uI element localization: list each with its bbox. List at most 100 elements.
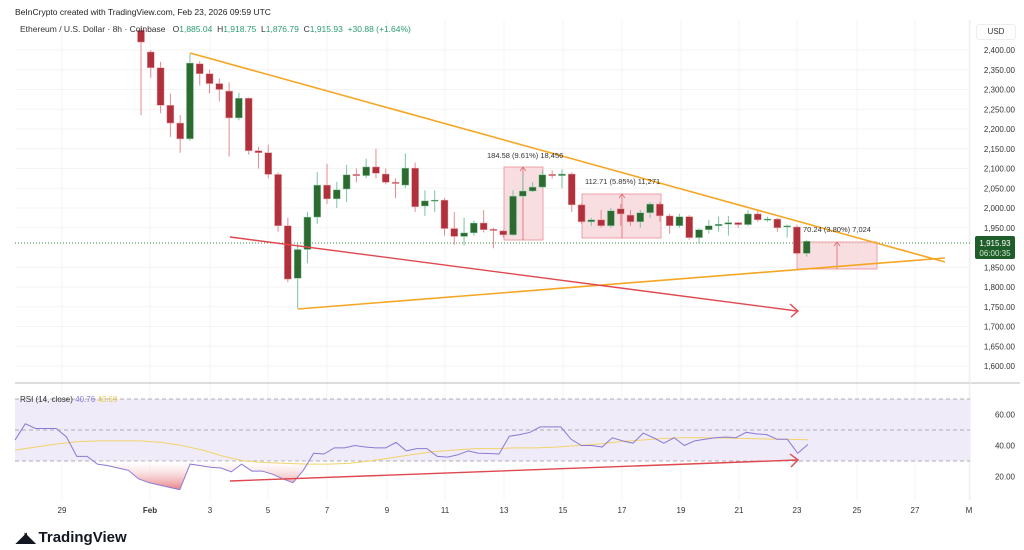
candle-down bbox=[450, 228, 459, 237]
candle-up bbox=[293, 249, 302, 279]
candle-up bbox=[509, 195, 517, 236]
candle-up bbox=[235, 97, 243, 119]
candle-down bbox=[734, 222, 742, 225]
candle-down bbox=[352, 174, 361, 176]
time-tick-label: 21 bbox=[735, 506, 744, 515]
candle-down bbox=[264, 152, 273, 175]
time-axis[interactable]: 29 Feb 3 5 7 9 11 13 15 17 19 21 23 25 27 M bbox=[58, 506, 973, 515]
brand-name: TradingView bbox=[38, 529, 127, 546]
price-divergence-arrow[interactable] bbox=[229, 236, 798, 312]
price-tick-label: 2,200.00 bbox=[984, 125, 1016, 134]
candle-down bbox=[685, 216, 693, 238]
price-axis[interactable]: 2,400.00 2,350.00 2,300.00 2,250.00 2,200.00… bbox=[984, 46, 1016, 371]
symbol-title[interactable]: Ethereum / U.S. Dollar · 8h · Coinbase bbox=[20, 24, 166, 34]
candle-up bbox=[783, 225, 791, 228]
measure-label-3: 70.24 (3.80%) 7,024 bbox=[803, 225, 871, 234]
price-tick-label: 1,750.00 bbox=[984, 303, 1016, 312]
candle-up bbox=[401, 167, 410, 186]
rsi-title[interactable]: RSI (14, close) bbox=[20, 395, 73, 404]
candle-down bbox=[665, 215, 674, 227]
price-tick-label: 1,950.00 bbox=[984, 224, 1016, 233]
candle-up bbox=[607, 210, 615, 227]
candle-up bbox=[636, 212, 645, 223]
tradingview-logo[interactable]: ◢◣ TradingView bbox=[16, 529, 127, 546]
candle-up bbox=[430, 199, 439, 202]
currency-button[interactable]: USD bbox=[976, 24, 1016, 40]
triangle-upper-trendline[interactable] bbox=[189, 52, 946, 263]
price-tick-label: 1,850.00 bbox=[984, 263, 1016, 272]
current-price-tag bbox=[975, 236, 1015, 259]
rsi-divergence-arrow[interactable] bbox=[229, 459, 798, 482]
drawings[interactable] bbox=[189, 52, 946, 318]
high-label: H bbox=[217, 24, 224, 34]
time-tick-label: 3 bbox=[208, 506, 213, 515]
measure-label-2: 112.71 (5.85%) 11,271 bbox=[585, 177, 660, 186]
candle-down bbox=[656, 203, 664, 217]
candle-up bbox=[528, 186, 537, 192]
measure-label-1: 184.58 (9.61%) 18,456 bbox=[487, 151, 563, 160]
candle-up bbox=[744, 213, 752, 225]
candle-up bbox=[763, 218, 772, 221]
time-tick-label: M bbox=[966, 506, 973, 515]
symbol-legend: Ethereum / U.S. Dollar · 8h · Coinbase O… bbox=[20, 24, 411, 34]
candle-up bbox=[714, 223, 723, 227]
candle-up bbox=[802, 240, 811, 254]
candle-down bbox=[568, 173, 576, 206]
candle-down bbox=[215, 83, 224, 90]
candle-down bbox=[372, 166, 380, 174]
candle-down bbox=[793, 226, 801, 254]
price-tick-label: 1,650.00 bbox=[984, 342, 1016, 351]
candle-up bbox=[421, 200, 429, 207]
candle-down bbox=[773, 218, 782, 228]
candle-up bbox=[333, 189, 341, 200]
grid bbox=[15, 20, 1020, 500]
measure-arrow-head bbox=[833, 241, 841, 247]
price-tick-label: 2,150.00 bbox=[984, 145, 1016, 154]
candle-down bbox=[156, 67, 165, 106]
change-value: +30.88 (+1.64%) bbox=[347, 24, 411, 34]
candle-up bbox=[724, 222, 733, 225]
time-tick-label: 7 bbox=[325, 506, 330, 515]
price-arrow-head bbox=[789, 303, 800, 318]
candle-down bbox=[254, 150, 263, 153]
time-tick-label: 11 bbox=[441, 506, 450, 515]
candle-down bbox=[274, 174, 282, 227]
rsi-value: 40.76 bbox=[75, 395, 96, 404]
rsi-line bbox=[14, 423, 809, 491]
triangle-lower-trendline[interactable] bbox=[297, 257, 946, 310]
countdown-text: 06:00:35 bbox=[979, 249, 1011, 258]
rsi-pane: 60.00 40.00 20.00 bbox=[14, 398, 1016, 491]
measure-arrow-head bbox=[618, 193, 626, 199]
low-label: L bbox=[261, 24, 266, 34]
open-value: 1,885.04 bbox=[179, 24, 213, 34]
rsi-tick-label: 40.00 bbox=[995, 442, 1016, 451]
chart-credit: BeInCrypto created with TradingView.com,… bbox=[15, 7, 271, 17]
price-tick-label: 2,300.00 bbox=[984, 86, 1016, 95]
candle-down bbox=[597, 219, 605, 227]
candle-down bbox=[176, 122, 184, 140]
rsi-arrow-head bbox=[789, 453, 800, 468]
candle-up bbox=[646, 203, 654, 213]
measure-box-2[interactable] bbox=[581, 193, 662, 239]
current-price-text: 1,915.93 bbox=[979, 239, 1011, 248]
candle-up bbox=[342, 174, 351, 190]
rsi-tick-label: 60.00 bbox=[995, 411, 1016, 420]
candle-down bbox=[499, 230, 507, 236]
rsi-legend: RSI (14, close) 40.76 43.69 bbox=[20, 395, 117, 404]
candle-down bbox=[440, 199, 449, 229]
high-value: 1,918.75 bbox=[223, 24, 257, 34]
candle-up bbox=[675, 216, 684, 227]
candle-down bbox=[244, 97, 253, 151]
time-tick-label: 19 bbox=[677, 506, 686, 515]
candle-down bbox=[323, 184, 331, 200]
time-tick-label: Feb bbox=[143, 506, 157, 515]
candle-down bbox=[147, 51, 155, 69]
low-value: 1,876.79 bbox=[265, 24, 299, 34]
time-tick-label: 5 bbox=[266, 506, 271, 515]
time-tick-label: 9 bbox=[385, 506, 390, 515]
time-tick-label: 17 bbox=[618, 506, 627, 515]
price-tick-label: 2,350.00 bbox=[984, 66, 1016, 75]
candle-down bbox=[166, 105, 175, 124]
candles bbox=[137, 26, 811, 309]
